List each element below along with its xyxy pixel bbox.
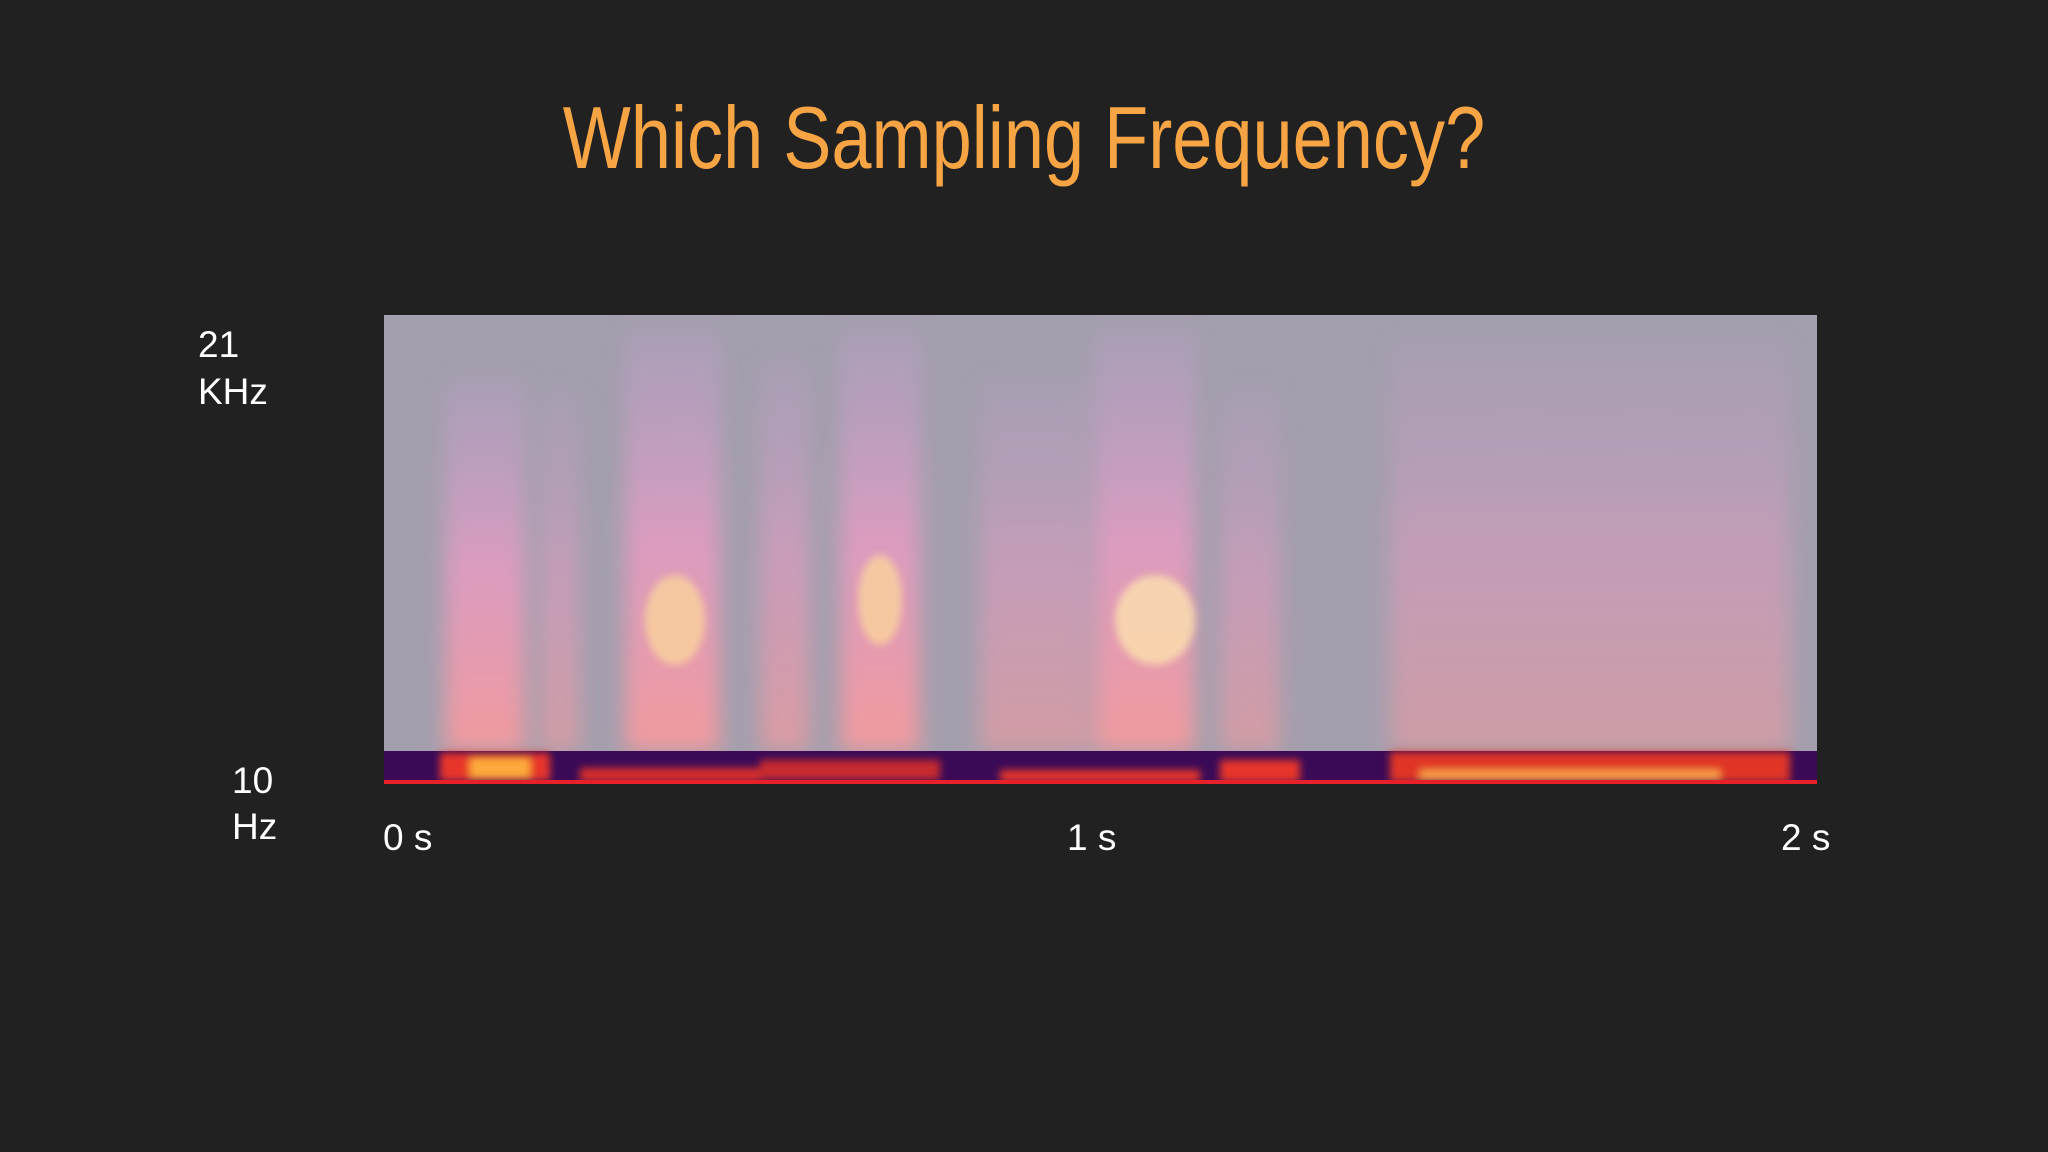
time-label: 2 s — [1781, 817, 1830, 858]
time-label: 0 s — [383, 817, 432, 858]
spectrogram — [384, 315, 1817, 784]
time-label: 1 s — [1067, 817, 1116, 858]
frequency-value: 21 — [198, 324, 239, 365]
slide-title: Which Sampling Frequency? — [563, 89, 1485, 187]
frequency-unit: KHz — [198, 371, 268, 412]
frequency-value: 10 — [232, 760, 273, 801]
frequency-unit: Hz — [232, 806, 277, 847]
